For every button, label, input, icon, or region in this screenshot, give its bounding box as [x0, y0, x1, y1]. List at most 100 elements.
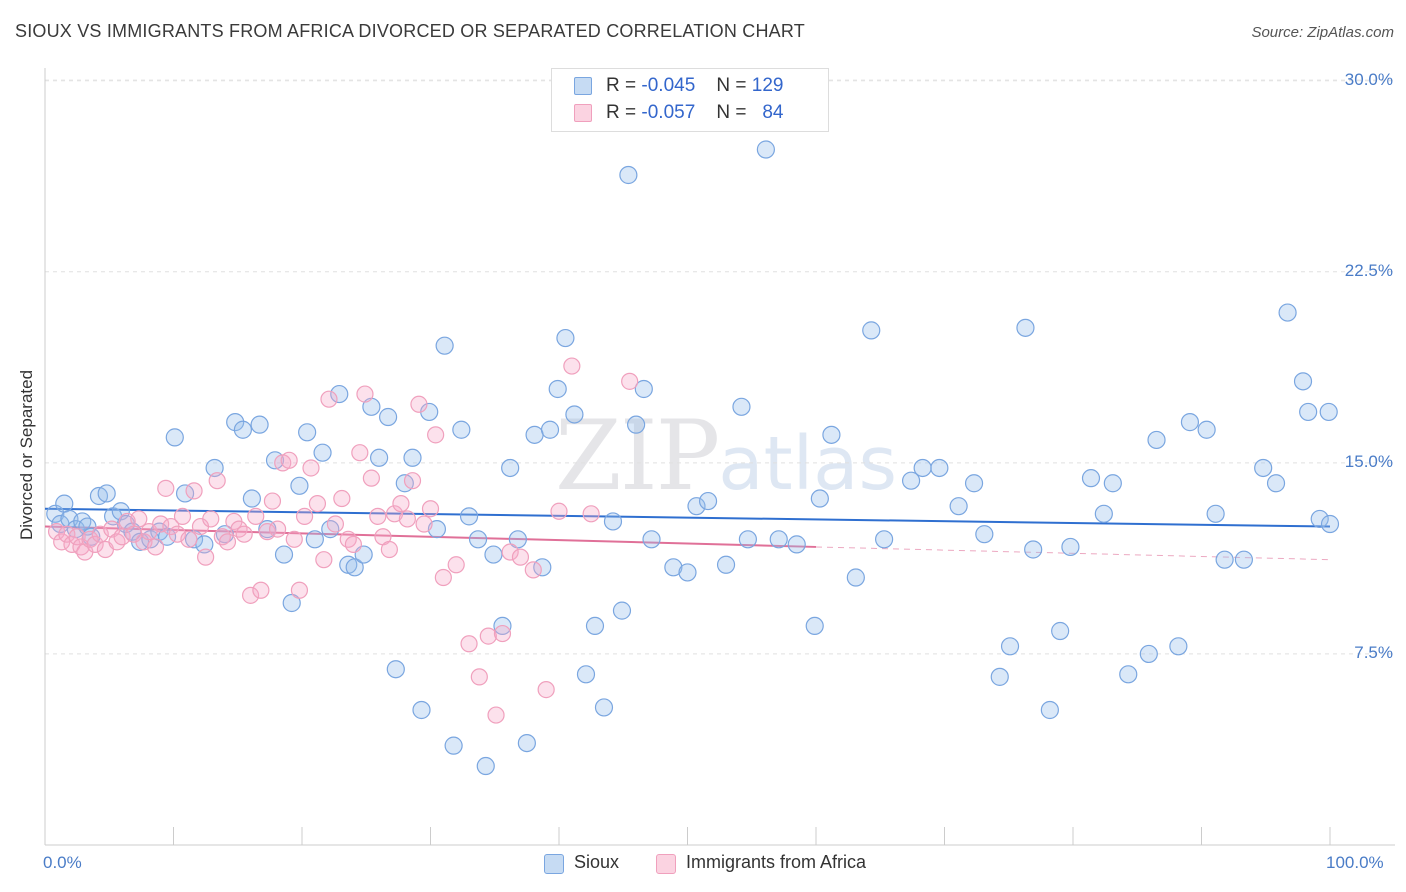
- point-sioux: [46, 504, 65, 523]
- point-africa: [369, 507, 387, 525]
- point-sioux: [1293, 372, 1313, 391]
- point-sioux: [990, 667, 1009, 686]
- point-africa: [235, 525, 253, 543]
- point-africa: [152, 515, 170, 533]
- point-africa: [68, 528, 86, 546]
- point-sioux: [468, 530, 488, 549]
- trend-lines: [44, 507, 1331, 561]
- point-sioux: [1169, 637, 1188, 656]
- point-africa: [460, 635, 478, 653]
- point-sioux: [403, 448, 422, 467]
- point-sioux: [810, 489, 829, 508]
- point-sioux: [603, 512, 623, 531]
- point-africa: [280, 451, 298, 469]
- stats-legend: R = -0.045 N = 129 R = -0.057 N = 84: [551, 68, 829, 132]
- point-sioux: [687, 497, 706, 516]
- point-sioux: [205, 458, 224, 478]
- point-sioux: [242, 489, 261, 508]
- point-sioux: [233, 420, 252, 439]
- point-africa: [344, 535, 362, 553]
- point-sioux: [97, 484, 116, 503]
- point-sioux: [274, 545, 294, 564]
- point-africa: [333, 489, 351, 508]
- point-africa: [108, 533, 126, 551]
- point-africa: [208, 472, 226, 490]
- point-africa: [218, 533, 237, 551]
- point-sioux: [626, 415, 646, 434]
- point-sioux: [525, 425, 544, 444]
- point-sioux: [305, 530, 324, 549]
- point-sioux: [1094, 504, 1113, 523]
- point-sioux: [862, 321, 881, 340]
- point-sioux: [1119, 665, 1138, 684]
- point-sioux: [787, 535, 806, 554]
- point-sioux: [664, 558, 683, 577]
- point-africa: [582, 505, 600, 523]
- point-africa: [185, 482, 203, 500]
- point-sioux: [1051, 621, 1070, 641]
- point-sioux: [55, 494, 74, 513]
- point-sioux: [370, 448, 389, 467]
- point-africa: [308, 495, 327, 513]
- point-sioux: [459, 507, 479, 526]
- point-sioux: [1147, 430, 1166, 450]
- point-africa: [470, 668, 488, 686]
- point-sioux: [1310, 509, 1329, 529]
- point-sioux: [901, 471, 921, 490]
- point-africa: [268, 520, 287, 538]
- y-tick-label: 7.5%: [1354, 642, 1393, 662]
- point-sioux: [805, 616, 824, 636]
- point-africa: [621, 372, 639, 390]
- point-africa: [501, 543, 519, 561]
- point-africa: [447, 556, 465, 574]
- point-africa: [247, 507, 265, 525]
- point-africa: [315, 551, 333, 569]
- watermark-zip: ZIP: [555, 400, 720, 512]
- point-africa: [252, 581, 270, 599]
- legend-swatch-africa: [574, 104, 592, 122]
- point-africa: [326, 515, 345, 533]
- watermark: ZIPatlas: [555, 400, 897, 512]
- point-africa: [524, 561, 542, 579]
- point-africa: [258, 523, 276, 541]
- point-sioux: [612, 601, 632, 620]
- bottom-legend-swatch-sioux: [544, 854, 564, 874]
- trend-line-0: [44, 507, 1331, 528]
- point-africa: [242, 586, 260, 604]
- point-sioux: [964, 474, 984, 493]
- bottom-legend-swatch-africa: [656, 854, 676, 874]
- trend-line-1: [44, 525, 817, 548]
- trend-line-extension-1: [815, 546, 1331, 561]
- point-sioux: [1254, 458, 1273, 478]
- chart-title: SIOUX VS IMMIGRANTS FROM AFRICA DIVORCED…: [15, 21, 805, 41]
- point-sioux: [1278, 303, 1297, 322]
- point-africa: [427, 426, 445, 444]
- point-sioux: [1266, 474, 1286, 493]
- point-sioux: [427, 520, 447, 539]
- point-sioux: [975, 525, 994, 544]
- point-sioux: [732, 397, 751, 416]
- point-sioux: [548, 379, 567, 399]
- point-sioux: [1320, 514, 1340, 534]
- point-sioux: [949, 497, 968, 516]
- point-africa: [493, 624, 512, 643]
- point-sioux: [716, 555, 736, 574]
- point-sioux: [484, 545, 503, 564]
- point-africa: [421, 500, 440, 518]
- point-africa: [380, 540, 398, 559]
- point-sioux: [1180, 413, 1200, 432]
- point-sioux: [378, 407, 398, 427]
- point-sioux: [1319, 402, 1338, 422]
- point-sioux: [412, 700, 431, 720]
- point-sioux: [501, 458, 520, 478]
- point-africa: [295, 507, 314, 525]
- point-africa: [202, 510, 220, 528]
- point-africa: [47, 523, 66, 541]
- point-africa: [197, 548, 215, 566]
- legend-swatch-sioux: [574, 77, 592, 95]
- point-sioux: [282, 593, 301, 613]
- point-sioux: [1024, 540, 1043, 559]
- point-africa: [81, 530, 99, 548]
- point-sioux: [345, 558, 364, 577]
- point-sioux: [913, 458, 932, 478]
